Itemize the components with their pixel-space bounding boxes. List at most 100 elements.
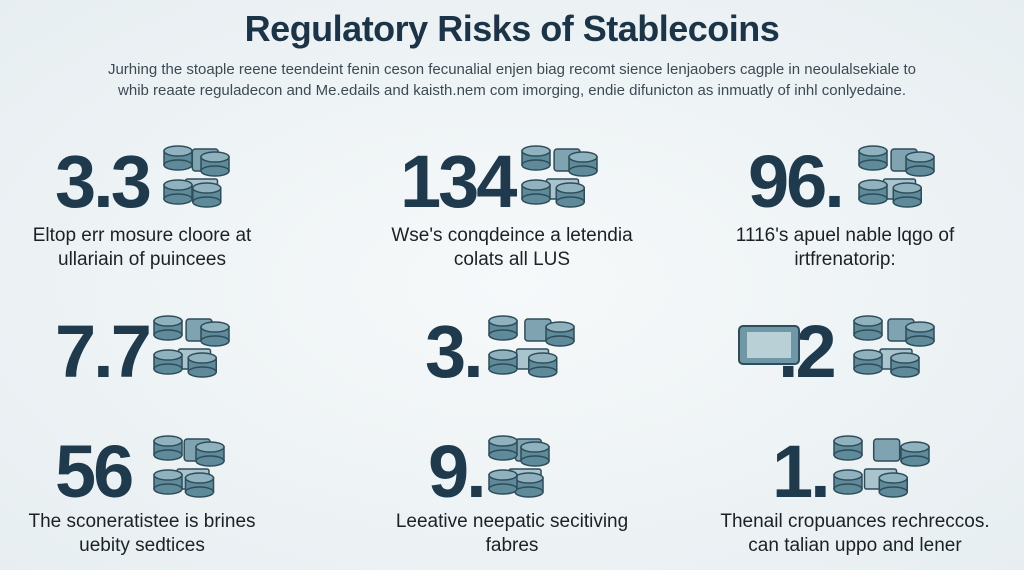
- icon-part: [192, 182, 222, 194]
- icon-part: [195, 455, 225, 467]
- icon-part: [192, 196, 222, 208]
- icon-part: [187, 352, 217, 364]
- icon-part: [878, 486, 908, 498]
- icon-part: [521, 145, 551, 157]
- icon-part: [153, 483, 183, 495]
- stat-caption: fabres: [485, 535, 539, 556]
- icon-part: [878, 472, 908, 484]
- coin-icon: [833, 435, 930, 498]
- coin-icon: [153, 315, 230, 378]
- icon-part: [184, 472, 215, 484]
- stat-caption: irtfrenatorip:: [794, 249, 896, 270]
- icon-part: [163, 159, 193, 171]
- icon-part: [163, 145, 193, 157]
- icon-part: [872, 438, 901, 462]
- icon-part: [905, 151, 935, 163]
- icon-part: [520, 441, 550, 453]
- icon-part: [153, 363, 183, 375]
- icon-part: [900, 455, 930, 467]
- icon-part: [488, 329, 518, 341]
- icon-part: [521, 159, 551, 171]
- stat-caption: Thenail cropuances rechreccos.: [720, 511, 990, 532]
- icon-part: [488, 363, 518, 375]
- icon-part: [488, 315, 518, 327]
- stat-caption: ullariain of puincees: [58, 249, 226, 270]
- icon-part: [853, 315, 883, 327]
- stat-caption: Wse's conqdeince a letendia: [391, 225, 633, 246]
- icon-part: [153, 469, 183, 481]
- coin-icon: [488, 315, 575, 378]
- icon-part: [514, 472, 544, 484]
- icon-part: [184, 486, 215, 498]
- icon-part: [905, 165, 935, 177]
- stat-caption: Leeative neepatic secitiving: [395, 511, 629, 532]
- coin-icon: [853, 315, 935, 378]
- icon-part: [853, 329, 883, 341]
- icon-part: [900, 441, 930, 453]
- icon-part: [528, 366, 558, 378]
- icon-part: [853, 363, 883, 375]
- icon-part: [514, 486, 544, 498]
- icon-part: [195, 441, 225, 453]
- stat-number: 9.: [428, 430, 487, 513]
- icon-part: [163, 179, 193, 191]
- icon-part: [892, 182, 922, 194]
- icon-part: [200, 165, 230, 177]
- stat-number: 96.: [748, 140, 845, 223]
- intro-line: whib reaate reguladecon and Me.edails an…: [118, 82, 906, 99]
- icon-part: [890, 366, 920, 378]
- icon-part: [858, 145, 888, 157]
- stat-caption: colats all LUS: [453, 249, 571, 270]
- icon-part: [858, 179, 888, 191]
- stat-caption: uebity sedtices: [79, 535, 205, 556]
- icon-part: [488, 469, 518, 481]
- icon-part: [488, 449, 518, 461]
- icon-part: [200, 151, 230, 163]
- stat-caption: 1116's apuel nable lqgo of: [735, 225, 955, 246]
- coin-icon: [153, 435, 225, 498]
- icon-part: [153, 435, 183, 447]
- icon-part: [521, 179, 551, 191]
- icon-part: [488, 483, 518, 495]
- icon-part: [153, 315, 183, 327]
- icon-part: [555, 182, 585, 194]
- icon-part: [858, 159, 888, 171]
- stat-caption: The sconeratistee is brines: [28, 511, 256, 532]
- coin-icon: [163, 145, 230, 208]
- stat-caption: Eltop err mosure cloore at: [32, 225, 252, 246]
- icon-part: [200, 321, 230, 333]
- coin-icon: [858, 145, 935, 208]
- icon-part: [545, 321, 575, 333]
- coin-icon: [521, 145, 598, 208]
- icon-part: [905, 321, 935, 333]
- icon-part: [488, 349, 518, 361]
- icon-part: [521, 193, 551, 205]
- stat-number: 7.7: [55, 310, 152, 393]
- icon-part: [833, 469, 863, 481]
- icon-part: [858, 193, 888, 205]
- icon-part: [568, 165, 598, 177]
- device-icon: [738, 325, 800, 365]
- icon-part: [833, 435, 863, 447]
- title: Regulatory Risks of Stablecoins: [244, 8, 780, 49]
- stat-number: 134: [400, 140, 517, 223]
- icon-part: [187, 366, 217, 378]
- coin-icon: [488, 435, 550, 498]
- icon-part: [853, 349, 883, 361]
- icon-part: [892, 196, 922, 208]
- icon-part: [833, 449, 863, 461]
- icon-part: [833, 483, 863, 495]
- icon-part: [890, 352, 920, 364]
- icon-part: [568, 151, 598, 163]
- icon-part: [905, 335, 935, 347]
- intro-line: Jurhing the stoaple reene teendeint feni…: [107, 61, 917, 78]
- icon-part: [520, 455, 550, 467]
- stat-number: 3.3: [55, 140, 152, 223]
- stat-number: 3.: [425, 310, 484, 393]
- icon-part: [555, 196, 585, 208]
- icon-part: [488, 435, 518, 447]
- icon-part: [747, 332, 791, 358]
- stat-caption: can talian uppo and lener: [748, 535, 962, 556]
- stat-number: 56: [55, 430, 134, 513]
